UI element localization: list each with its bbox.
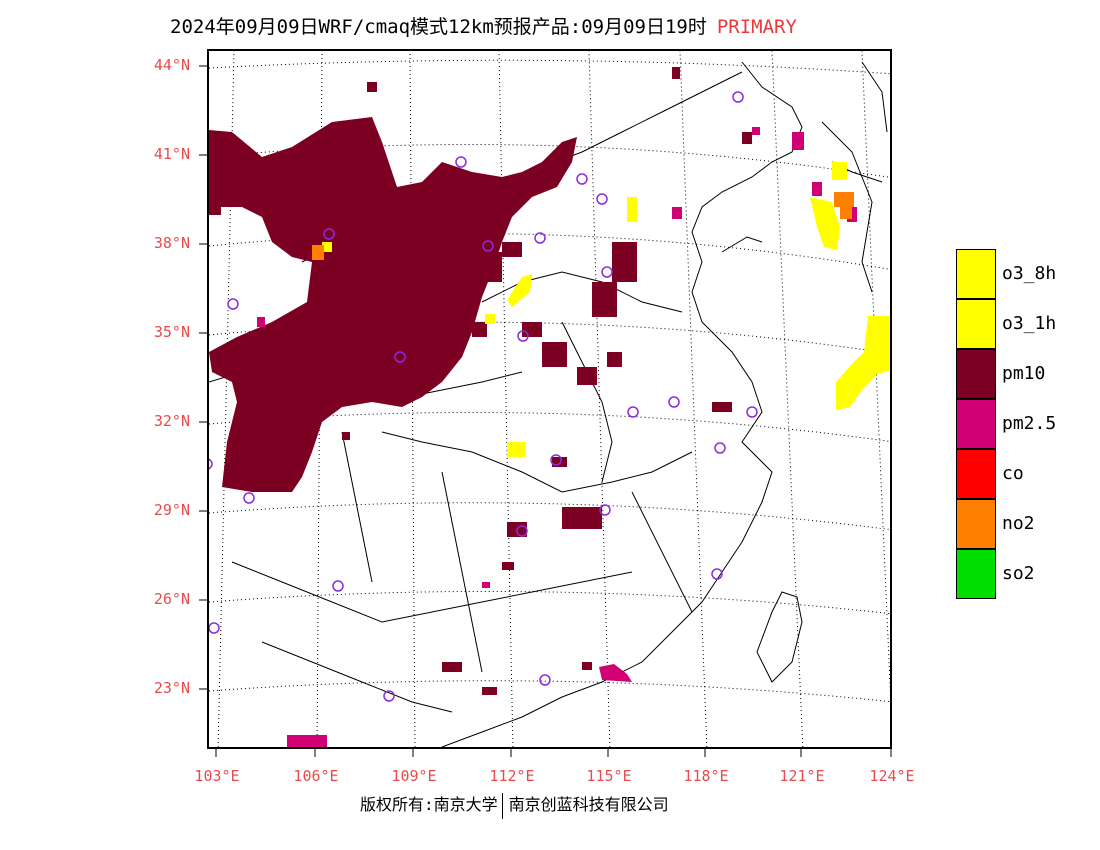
copyright-owner: 版权所有:南京大学 bbox=[360, 795, 498, 814]
lat-label-41: 41°N bbox=[153, 145, 190, 163]
pollutant-map bbox=[209, 51, 890, 747]
lat-label-32: 32°N bbox=[153, 412, 190, 430]
title-text: 2024年09月09日WRF/cmaq模式12km预报产品:09月09日19时 bbox=[170, 16, 707, 38]
lon-label-109: 109°E bbox=[391, 767, 437, 785]
legend-label-o3-1h: o3_1h bbox=[1002, 313, 1057, 334]
footer-divider bbox=[501, 792, 503, 819]
copyright-company: 南京创蓝科技有限公司 bbox=[508, 795, 669, 814]
map-panel bbox=[207, 49, 892, 749]
lat-label-26: 26°N bbox=[153, 590, 190, 608]
lon-label-121: 121°E bbox=[779, 767, 825, 785]
primary-badge: PRIMARY bbox=[716, 16, 797, 38]
lon-label-103: 103°E bbox=[194, 767, 240, 785]
legend-swatch-pm10 bbox=[956, 349, 996, 399]
legend-swatch-o3-1h bbox=[956, 299, 996, 349]
legend-swatch-pm25 bbox=[956, 399, 996, 449]
lat-label-35: 35°N bbox=[153, 323, 190, 341]
copyright-footer: 版权所有:南京大学 南京创蓝科技有限公司 bbox=[360, 791, 669, 819]
lon-label-118: 118°E bbox=[683, 767, 729, 785]
no2-regions bbox=[312, 192, 854, 260]
lat-label-38: 38°N bbox=[153, 234, 190, 252]
pm10-regions bbox=[209, 67, 752, 695]
lon-label-115: 115°E bbox=[586, 767, 632, 785]
map-title: 2024年09月09日WRF/cmaq模式12km预报产品:09月09日19时 P… bbox=[170, 12, 797, 39]
lon-label-106: 106°E bbox=[293, 767, 339, 785]
graticule bbox=[209, 51, 890, 747]
legend-swatch-so2 bbox=[956, 549, 996, 599]
legend-swatch-co bbox=[956, 449, 996, 499]
legend-label-pm25: pm2.5 bbox=[1002, 413, 1057, 434]
lon-label-112: 112°E bbox=[489, 767, 535, 785]
city-markers bbox=[209, 91, 758, 702]
legend-swatch-o3-8h bbox=[956, 249, 996, 299]
legend-label-pm10: pm10 bbox=[1002, 363, 1046, 384]
lon-label-124: 124°E bbox=[869, 767, 915, 785]
legend-label-co: co bbox=[1002, 463, 1024, 484]
legend-label-no2: no2 bbox=[1002, 513, 1035, 534]
legend-swatch-no2 bbox=[956, 499, 996, 549]
o3-regions bbox=[322, 162, 890, 457]
lat-label-23: 23°N bbox=[153, 679, 190, 697]
lat-label-29: 29°N bbox=[153, 501, 190, 519]
legend-label-o3-8h: o3_8h bbox=[1002, 263, 1057, 284]
legend-label-so2: so2 bbox=[1002, 563, 1035, 584]
lat-label-44: 44°N bbox=[153, 56, 190, 74]
